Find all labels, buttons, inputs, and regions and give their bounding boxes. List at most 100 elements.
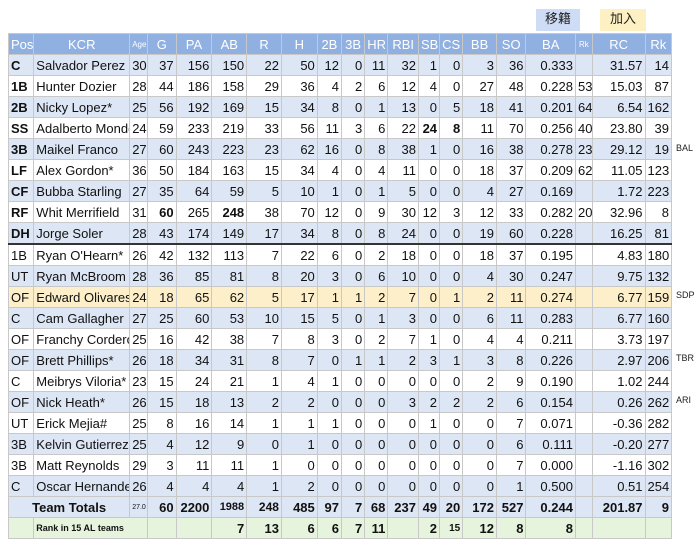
player-name-link[interactable]: Alex Gordon*	[33, 159, 131, 181]
player-name-link[interactable]: Nicky Lopez*	[33, 96, 131, 118]
col-header-rc-rk[interactable]: Rk	[644, 33, 673, 55]
stat-so-cell: 4	[495, 328, 527, 350]
player-name-link[interactable]: Ryan O'Hearn*	[33, 243, 131, 266]
player-row[interactable]: CF Bubba Starling 27 35 64 59 5 10 1 0 1 5 0 0 4 27 0.16…	[7, 180, 673, 202]
col-header-g[interactable]: G	[147, 33, 177, 55]
col-header-2b[interactable]: 2B	[316, 33, 343, 55]
player-name-link[interactable]: Adalberto Mondesi#	[33, 117, 131, 139]
stat-t-cell: 2	[341, 75, 366, 97]
player-row[interactable]: UT Erick Mejia# 25 8 16 14 1 1 1 0 0 0 1 0 0 7 0.071 -0.3…	[7, 412, 673, 434]
player-row[interactable]: UT Ryan McBroom 28 36 85 81 8 20 3 0 6 10 0 0 4 30 0.247…	[7, 265, 673, 287]
player-name-link[interactable]: Erick Mejia#	[33, 412, 131, 434]
col-header-pa[interactable]: PA	[175, 33, 213, 55]
stat-d-cell: 8	[316, 222, 343, 245]
stat-ab-cell: 53	[211, 307, 248, 329]
transfer-button[interactable]: 移籍	[536, 9, 580, 31]
player-row[interactable]: 3B Matt Reynolds 29 3 11 11 1 0 0 0 0 0 0 0 0 7 0.000 -1.…	[7, 454, 673, 476]
stat-rk1-cell	[574, 454, 593, 476]
totals-sb-cell: 49	[417, 496, 441, 518]
stat-cs-cell: 0	[439, 265, 464, 287]
player-name-link[interactable]: Oscar Hernandez	[33, 475, 131, 497]
col-header-sb[interactable]: SB	[417, 33, 441, 55]
join-button[interactable]: 加入	[600, 9, 646, 31]
player-name-link[interactable]: Ryan McBroom	[33, 265, 131, 287]
stat-ab-cell: 31	[211, 349, 248, 371]
col-header-ab[interactable]: AB	[211, 33, 248, 55]
col-header-rbi[interactable]: RBI	[387, 33, 419, 55]
stat-h-cell: 34	[280, 159, 318, 181]
stat-t-cell: 0	[341, 180, 366, 202]
player-row[interactable]: C Salvador Perez 30 37 156 150 22 50 12 0 11 32 1 0 3 3…	[7, 54, 673, 76]
stat-pa-cell: 65	[175, 286, 213, 308]
stat-rbi-cell: 0	[387, 475, 419, 497]
player-name-link[interactable]: Hunter Dozier	[33, 75, 131, 97]
player-row[interactable]: C Cam Gallagher 27 25 60 53 10 15 5 0 1 3 0 0 6 11 0.283…	[7, 307, 673, 329]
col-header-r[interactable]: R	[246, 33, 282, 55]
col-header-age[interactable]: Age	[129, 33, 149, 55]
player-name-link[interactable]: Salvador Perez	[33, 54, 131, 76]
player-row[interactable]: 3B Maikel Franco 27 60 243 223 23 62 16 0 8 38 1 0 16 3…	[7, 138, 673, 160]
player-name-link[interactable]: Franchy Cordero*	[33, 328, 131, 350]
player-row[interactable]: 1B Hunter Dozier 28 44 186 158 29 36 4 2 6 12 4 0 27 48…	[7, 75, 673, 97]
stat-ba-cell: 0.000	[525, 454, 576, 476]
player-name-link[interactable]: Brett Phillips*	[33, 349, 131, 371]
position-cell: RF	[7, 201, 35, 223]
age-cell: 24	[129, 286, 149, 308]
col-header-rk[interactable]: Rk	[574, 33, 593, 55]
stat-rbi-cell: 3	[387, 391, 419, 413]
col-header-bb[interactable]: BB	[462, 33, 497, 55]
player-row[interactable]: OF Edward Olivares 24 18 65 62 5 17 1 1 2 7 0 1 2 11 0.2…	[7, 286, 673, 308]
stat-rk2-cell: 160	[644, 307, 673, 329]
player-name-link[interactable]: Whit Merrifield	[33, 201, 131, 223]
player-name-link[interactable]: Edward Olivares	[33, 286, 131, 308]
player-name-link[interactable]: Meibrys Viloria*	[33, 370, 131, 392]
col-header-so[interactable]: SO	[495, 33, 527, 55]
col-header-3b[interactable]: 3B	[341, 33, 366, 55]
player-name-link[interactable]: Nick Heath*	[33, 391, 131, 413]
rank-t-cell: 7	[341, 517, 366, 539]
stat-rc-cell: 4.83	[591, 243, 646, 266]
col-header-ba[interactable]: BA	[525, 33, 576, 55]
player-name-link[interactable]: Jorge Soler	[33, 222, 131, 245]
col-header-pos[interactable]: Pos	[7, 33, 35, 55]
stat-rbi-cell: 12	[387, 75, 419, 97]
player-row[interactable]: 1B Ryan O'Hearn* 26 42 132 113 7 22 6 0 2 18 0 0 18 37 0…	[7, 243, 673, 266]
stat-so-cell: 8	[495, 349, 527, 371]
player-row[interactable]: OF Nick Heath* 26 15 18 13 2 2 0 0 0 3 2 2 2 6 0.154 0.26…	[7, 391, 673, 413]
stat-so-cell: 9	[495, 370, 527, 392]
stat-so-cell: 70	[495, 117, 527, 139]
player-name-link[interactable]: Cam Gallagher	[33, 307, 131, 329]
player-row[interactable]: C Meibrys Viloria* 23 15 24 21 1 4 1 0 0 0 0 0 2 9 0.190…	[7, 370, 673, 392]
col-header-team[interactable]: KCR	[33, 33, 131, 55]
col-header-h[interactable]: H	[280, 33, 318, 55]
position-cell: SS	[7, 117, 35, 139]
player-name-link[interactable]: Bubba Starling	[33, 180, 131, 202]
stat-rc-cell: 6.54	[591, 96, 646, 118]
stat-g-cell: 50	[147, 159, 177, 181]
col-header-cs[interactable]: CS	[439, 33, 464, 55]
stat-ab-cell: 38	[211, 328, 248, 350]
stat-rbi-cell: 7	[387, 328, 419, 350]
player-row[interactable]: 3B Kelvin Gutierrez 25 4 12 9 0 1 0 0 0 0 0 0 0 6 0.111-…	[7, 433, 673, 455]
player-row[interactable]: 2B Nicky Lopez* 25 56 192 169 15 34 8 0 1 13 0 5 18 41 0…	[7, 96, 673, 118]
player-row[interactable]: OF Franchy Cordero* 25 16 42 38 7 8 3 0 2 7 1 0 4 4 0.21…	[7, 328, 673, 350]
stat-rc-cell: 6.77	[591, 307, 646, 329]
stat-h-cell: 0	[280, 454, 318, 476]
stat-d-cell: 0	[316, 391, 343, 413]
stat-hr-cell: 4	[364, 159, 389, 181]
player-name-link[interactable]: Kelvin Gutierrez	[33, 433, 131, 455]
player-row[interactable]: DH Jorge Soler 28 43 174 149 17 34 8 0 8 24 0 0 19 60 0.…	[7, 222, 673, 245]
stat-so-cell: 37	[495, 243, 527, 266]
player-name-link[interactable]: Matt Reynolds	[33, 454, 131, 476]
stat-t-cell: 0	[341, 328, 366, 350]
player-name-link[interactable]: Maikel Franco	[33, 138, 131, 160]
col-header-hr[interactable]: HR	[364, 33, 389, 55]
player-row[interactable]: LF Alex Gordon* 36 50 184 163 15 34 4 0 4 11 0 0 18 37 0…	[7, 159, 673, 181]
player-row[interactable]: C Oscar Hernandez 26 4 4 4 1 2 0 0 0 0 0 0 0 1 0.500 0.51…	[7, 475, 673, 497]
player-row[interactable]: OF Brett Phillips* 26 18 34 31 8 7 0 1 1 2 3 1 3 8 0.226…	[7, 349, 673, 371]
col-header-rc[interactable]: RC	[591, 33, 646, 55]
stat-d-cell: 0	[316, 433, 343, 455]
player-row[interactable]: RF Whit Merrifield 31 60 265 248 38 70 12 0 9 30 12 3…	[7, 201, 673, 223]
totals-rbi-cell: 237	[387, 496, 419, 518]
